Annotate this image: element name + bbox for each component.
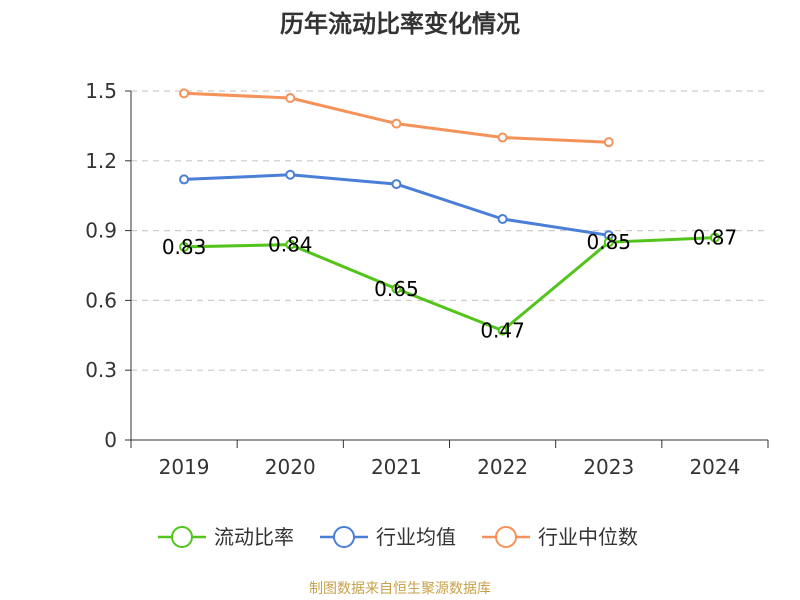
x-tick-label: 2019 <box>159 455 210 479</box>
data-label: 0.65 <box>374 277 419 301</box>
legend-label: 行业均值 <box>376 525 456 549</box>
y-tick-label: 0.6 <box>85 288 117 312</box>
y-tick-label: 0.9 <box>85 219 117 243</box>
data-labels: 0.83 0.84 0.65 0.47 0.85 0.87 <box>162 226 737 343</box>
data-point[interactable] <box>709 232 720 243</box>
x-tick-label: 2022 <box>477 455 528 479</box>
data-point[interactable] <box>179 88 190 99</box>
legend-item[interactable]: 流动比率 <box>158 525 294 549</box>
x-tick-label: 2024 <box>689 455 740 479</box>
data-point[interactable] <box>497 132 508 143</box>
data-point[interactable] <box>285 239 296 250</box>
legend-marker-icon <box>171 526 193 548</box>
series-lines <box>179 88 720 336</box>
source-note: 制图数据来自恒生聚源数据库 <box>309 581 491 597</box>
legend-marker-icon <box>333 526 355 548</box>
x-tick-label: 2020 <box>265 455 316 479</box>
grid-lines <box>131 90 768 371</box>
y-tick-label: 1.2 <box>85 149 117 173</box>
data-point[interactable] <box>603 137 614 148</box>
legend-item[interactable]: 行业中位数 <box>482 525 638 549</box>
y-tick-label: 1.5 <box>85 79 117 103</box>
legend-label: 流动比率 <box>214 525 294 549</box>
data-label: 0.85 <box>586 230 631 254</box>
y-tick-label: 0.3 <box>85 358 117 382</box>
chart-title: 历年流动比率变化情况 <box>280 10 520 38</box>
legend-item[interactable]: 行业均值 <box>320 525 456 549</box>
data-point[interactable] <box>497 213 508 224</box>
x-tick-label: 2023 <box>583 455 634 479</box>
data-label: 0.87 <box>693 226 738 250</box>
data-point[interactable] <box>285 169 296 180</box>
data-label: 0.84 <box>268 233 313 257</box>
legend-label: 行业中位数 <box>538 525 638 549</box>
data-point[interactable] <box>497 325 508 336</box>
data-point[interactable] <box>179 241 190 252</box>
data-point[interactable] <box>179 174 190 185</box>
data-point[interactable] <box>391 118 402 129</box>
data-point[interactable] <box>285 92 296 103</box>
y-tick-label: 0 <box>104 428 117 452</box>
series-line <box>184 236 715 333</box>
data-point[interactable] <box>603 237 614 248</box>
data-point[interactable] <box>391 283 402 294</box>
data-label: 0.83 <box>162 235 207 259</box>
legend[interactable]: 流动比率 行业均值 行业中位数 <box>158 525 638 549</box>
series-line <box>184 91 609 144</box>
axes: 0 0.3 0.6 0.9 1.2 1.5 2019 2020 2021 2022 2023 2024 <box>85 79 769 479</box>
data-point[interactable] <box>391 179 402 190</box>
x-tick-label: 2021 <box>371 455 422 479</box>
legend-marker-icon <box>495 526 517 548</box>
data-label: 0.47 <box>480 319 525 343</box>
